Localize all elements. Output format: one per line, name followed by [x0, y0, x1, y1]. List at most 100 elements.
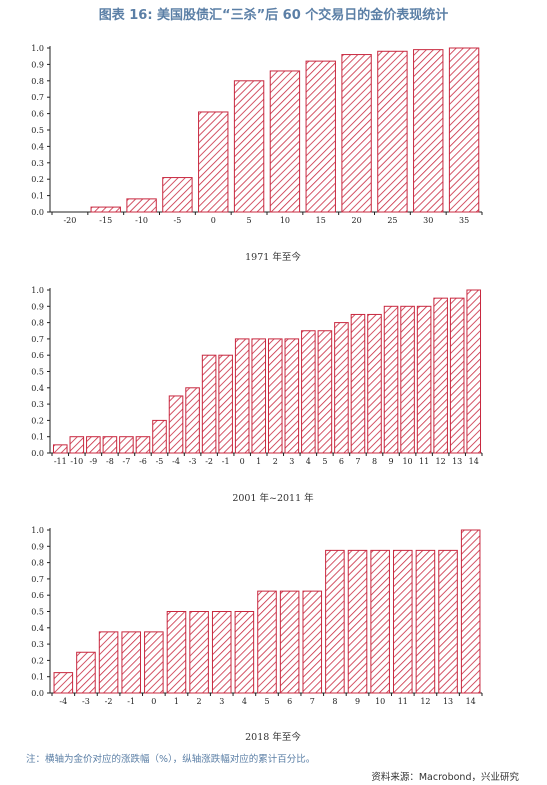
chart-caption: 1971 年至今	[245, 251, 301, 263]
bar	[53, 672, 74, 694]
bar	[98, 631, 119, 694]
bar	[76, 651, 96, 694]
bar	[383, 305, 399, 454]
bar	[267, 338, 283, 454]
bar	[438, 549, 458, 694]
bar	[201, 354, 217, 454]
x-tick-label: -3	[82, 697, 90, 706]
bar	[317, 330, 333, 454]
bar	[347, 549, 368, 694]
x-tick-label: -7	[123, 457, 131, 466]
bar	[460, 529, 481, 694]
y-tick-label: 0.3	[31, 400, 44, 409]
x-tick-label: 6	[287, 697, 292, 706]
x-tick-label: 10	[402, 457, 412, 466]
x-tick-label: 12	[420, 697, 430, 706]
y-tick-label: 0.2	[31, 416, 44, 425]
x-tick-label: 9	[388, 457, 393, 466]
bar	[189, 611, 209, 694]
x-tick-label: 0	[151, 697, 156, 706]
x-tick-label: -10	[135, 216, 148, 225]
y-tick-label: 0.0	[31, 449, 44, 458]
bar	[121, 631, 141, 694]
x-tick-label: 8	[372, 457, 377, 466]
y-tick-label: 0.6	[31, 110, 44, 119]
x-tick-label: 35	[459, 216, 469, 225]
y-tick-label: 0.8	[31, 77, 44, 86]
chart-caption: 2001 年~2011 年	[232, 492, 314, 504]
bar	[449, 297, 465, 454]
y-tick-label: 0.5	[31, 368, 44, 377]
bar	[126, 198, 157, 213]
bar	[305, 60, 336, 213]
bar	[466, 289, 482, 454]
x-tick-label: 4	[306, 457, 311, 466]
y-tick-label: 0.6	[31, 591, 44, 600]
bar	[301, 330, 316, 454]
y-tick-label: 1.0	[31, 286, 44, 295]
bar	[90, 206, 121, 213]
x-tick-label: 7	[310, 697, 315, 706]
x-tick-label: -1	[222, 457, 230, 466]
chart-2001-2011: 0.00.10.20.30.40.50.60.70.80.91.0-11 -10-…	[31, 286, 483, 504]
y-tick-label: 0.7	[31, 575, 44, 584]
x-tick-label: -10	[70, 457, 83, 466]
x-tick-label: 5	[247, 216, 252, 225]
x-tick-label: -6	[139, 457, 147, 466]
y-tick-label: 0.1	[31, 433, 44, 442]
y-tick-label: 0.3	[31, 159, 44, 168]
y-tick-label: 0.5	[31, 126, 44, 135]
x-tick-label: -11	[54, 457, 67, 466]
x-tick-label: -4	[172, 457, 180, 466]
x-tick-label: 2	[273, 457, 278, 466]
y-tick-label: 1.0	[31, 44, 44, 53]
x-tick-label: 12	[436, 457, 446, 466]
x-tick-label: -8	[106, 457, 114, 466]
x-tick-label: 3	[289, 457, 294, 466]
y-tick-label: 0.4	[31, 384, 44, 393]
x-tick-label: -5	[156, 457, 164, 466]
axis-note: 注：横轴为金价对应的涨跌幅（%），纵轴涨跌幅对应的累计百分比。	[26, 754, 316, 765]
bar	[334, 322, 349, 454]
bar	[185, 387, 200, 454]
bar	[279, 590, 300, 694]
x-tick-label: 13	[443, 697, 453, 706]
bar	[377, 50, 408, 213]
bar	[166, 611, 187, 694]
y-tick-label: 0.6	[31, 351, 44, 360]
bar	[393, 549, 413, 694]
x-tick-label: 10	[375, 697, 385, 706]
x-tick-label: 5	[264, 697, 269, 706]
y-tick-label: 0.1	[31, 192, 44, 201]
bar	[69, 436, 85, 454]
x-tick-label: 4	[242, 697, 247, 706]
bar	[415, 549, 436, 694]
bar	[302, 590, 323, 694]
x-tick-label: 5	[322, 457, 327, 466]
bar	[433, 297, 448, 454]
x-tick-label: 2	[197, 697, 202, 706]
x-tick-label: 25	[387, 216, 397, 225]
bar	[284, 338, 300, 454]
bar	[251, 338, 267, 454]
x-tick-label: 20	[351, 216, 361, 225]
x-tick-label: 3	[219, 697, 224, 706]
bar	[325, 549, 345, 694]
x-tick-label: 9	[355, 697, 360, 706]
x-tick-label: -2	[105, 697, 113, 706]
x-tick-label: 15	[316, 216, 326, 225]
chart-1971-present: 0.0 0.1 0.2 0.3 0.4 0.5 0.6 0.7 0.8 0.9 1.0 -20 -15 -…	[31, 44, 483, 263]
figure-title: 图表 16: 美国股债汇“三杀”后 60 个交易日的金价表现统计	[98, 8, 449, 23]
bar	[341, 54, 372, 213]
source-text: 资料来源：Macrobond，兴业研究	[371, 772, 519, 783]
bar	[211, 611, 232, 694]
y-tick-label: 0.9	[31, 302, 44, 311]
x-tick-label: 1	[256, 457, 261, 466]
bar	[448, 47, 480, 213]
bar	[152, 419, 167, 454]
bar	[52, 444, 68, 454]
bar	[257, 590, 277, 694]
y-tick-label: 0.8	[31, 319, 44, 328]
x-tick-label: -15	[99, 216, 112, 225]
x-tick-label: -1	[127, 697, 135, 706]
